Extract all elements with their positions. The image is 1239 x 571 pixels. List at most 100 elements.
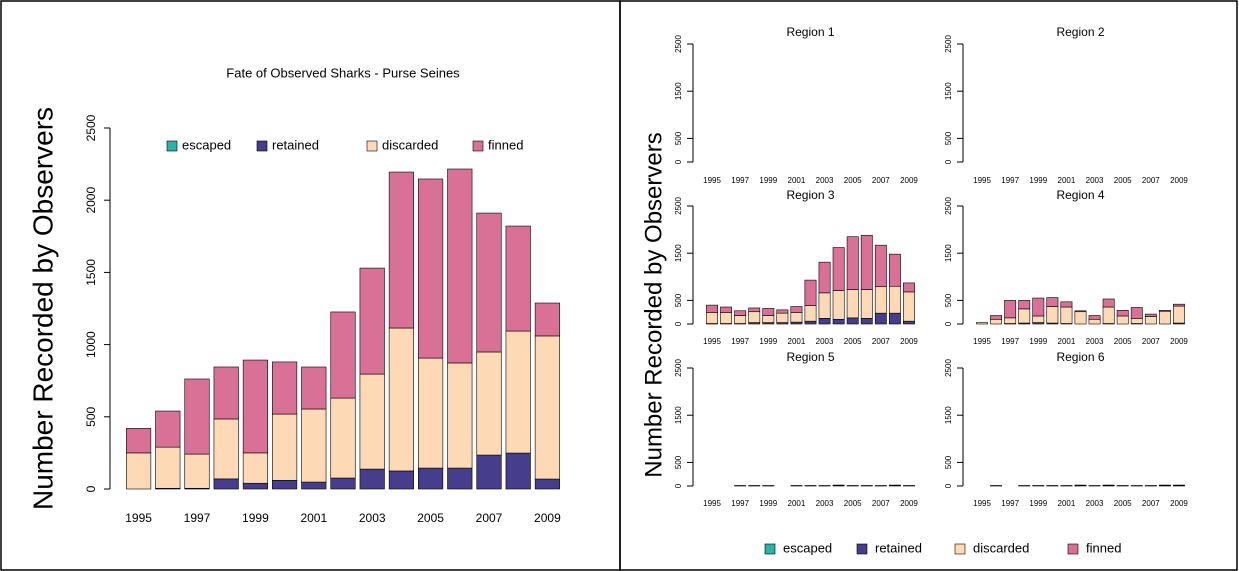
bar-segment — [1088, 315, 1101, 320]
legend-label: finned — [1086, 540, 1121, 555]
bar-segment — [804, 320, 817, 325]
bar-segment — [1032, 297, 1045, 317]
bar-segment — [804, 305, 817, 322]
bar-segment — [1173, 305, 1185, 324]
x-tick-label: 2005 — [844, 337, 862, 346]
x-tick-label: 1995 — [703, 176, 721, 185]
bar-segment — [748, 311, 761, 323]
bar-segment — [388, 470, 414, 490]
x-tick-label: 2003 — [1086, 176, 1104, 185]
x-tick-label: 2005 — [844, 499, 862, 508]
x-tick-label: 2009 — [1170, 176, 1188, 185]
bar-segment — [242, 452, 268, 484]
x-tick-label: 1997 — [731, 337, 749, 346]
x-tick-label: 2007 — [1142, 499, 1160, 508]
bar-segment — [874, 312, 887, 325]
bar-segment — [301, 408, 327, 483]
x-tick-label: 2001 — [300, 511, 327, 525]
bar-segment — [447, 362, 473, 469]
chart-title: Region 5 — [786, 350, 834, 364]
y-tick-label: 2500 — [674, 35, 683, 53]
bar-segment — [860, 318, 873, 325]
bar-segment — [903, 282, 915, 293]
legend-label: finned — [488, 137, 523, 152]
x-tick-label: 2001 — [788, 176, 806, 185]
bar-segment — [1144, 316, 1157, 325]
y-tick-label: 1500 — [674, 406, 683, 424]
bar-segment — [1046, 306, 1059, 324]
bar-segment — [1060, 301, 1073, 308]
legend-swatch — [1067, 543, 1079, 555]
bar-segment — [1102, 298, 1115, 308]
y-tick-label: 0 — [674, 159, 683, 164]
bar-segment — [1060, 306, 1073, 324]
bar-segment — [1158, 310, 1171, 325]
x-tick-label: 1995 — [973, 176, 991, 185]
bar-segment — [418, 467, 444, 490]
bar-segment — [776, 312, 789, 323]
bar-segment — [990, 315, 1003, 320]
y-tick-label: 0 — [674, 483, 683, 488]
x-tick-label: 2009 — [534, 511, 561, 525]
x-tick-label: 1999 — [759, 176, 777, 185]
bar-segment — [126, 428, 152, 454]
bar-segment — [447, 168, 473, 364]
chart-title: Region 1 — [786, 25, 834, 39]
bar-segment — [734, 315, 747, 324]
bar-segment — [1102, 306, 1115, 324]
x-tick-label: 1997 — [184, 511, 211, 525]
y-tick-label: 500 — [944, 293, 953, 307]
x-tick-label: 2007 — [872, 176, 890, 185]
x-tick-label: 2005 — [1114, 337, 1132, 346]
bar-segment — [301, 481, 327, 490]
bar-segment — [846, 289, 859, 319]
legend-swatch — [166, 140, 178, 152]
bar-segment — [1074, 311, 1087, 325]
bar-segment — [272, 361, 298, 415]
bar-segment — [1018, 300, 1031, 310]
bar-segment — [874, 286, 887, 314]
bar-segment — [505, 452, 531, 490]
bar-segment — [1116, 310, 1129, 317]
y-tick-label: 0 — [84, 485, 98, 492]
legend-swatch — [472, 140, 484, 152]
y-tick-label: 500 — [944, 455, 953, 469]
y-tick-label: 0 — [944, 321, 953, 326]
x-tick-label: 2003 — [359, 511, 386, 525]
y-tick-label: 0 — [944, 483, 953, 488]
x-tick-label: 1999 — [1029, 176, 1047, 185]
x-tick-label: 2005 — [417, 511, 444, 525]
bar-segment — [903, 320, 915, 325]
chart-title: Region 6 — [1056, 350, 1104, 364]
y-tick-label: 2000 — [84, 187, 98, 214]
bar-segment — [155, 446, 181, 489]
bar-segment — [418, 357, 444, 469]
bar-segment — [860, 289, 873, 319]
legend-swatch — [256, 140, 268, 152]
bar-segment — [720, 312, 733, 324]
y-tick-label: 2500 — [674, 197, 683, 215]
y-tick-label: 1500 — [944, 406, 953, 424]
bar-segment — [1032, 315, 1045, 323]
x-tick-label: 2001 — [1058, 176, 1076, 185]
x-tick-label: 1997 — [1001, 499, 1019, 508]
right-panel-border — [619, 0, 1238, 571]
x-tick-label: 1997 — [731, 176, 749, 185]
x-tick-label: 2009 — [900, 337, 918, 346]
x-tick-label: 2005 — [1114, 499, 1132, 508]
x-tick-label: 2001 — [1058, 337, 1076, 346]
bar-segment — [720, 306, 733, 313]
bar-segment — [242, 359, 268, 454]
x-tick-label: 1997 — [1001, 176, 1019, 185]
bar-segment — [790, 312, 803, 323]
bar-segment — [359, 267, 385, 375]
y-tick-label: 1500 — [944, 244, 953, 262]
bar-segment — [359, 373, 385, 470]
x-tick-label: 2003 — [1086, 337, 1104, 346]
bar-segment — [776, 309, 789, 314]
legend-swatch — [954, 543, 966, 555]
x-tick-label: 1999 — [242, 511, 269, 525]
legend-label: escaped — [783, 540, 832, 555]
x-tick-label: 2003 — [816, 176, 834, 185]
